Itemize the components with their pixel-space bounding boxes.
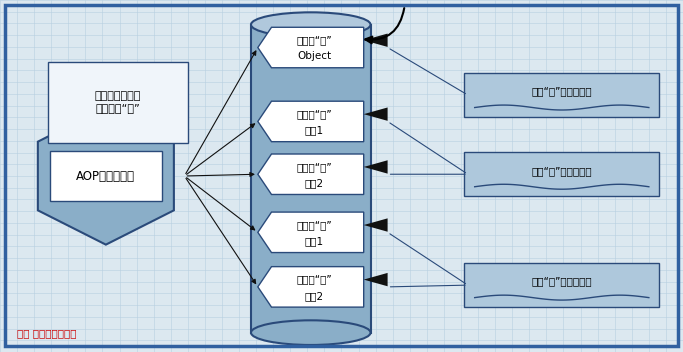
Text: 属批1: 属批1 (305, 125, 324, 136)
Polygon shape (38, 107, 174, 245)
Text: 属性的“面”: 属性的“面” (296, 109, 332, 119)
Text: 行为1: 行为1 (305, 236, 324, 246)
FancyBboxPatch shape (464, 263, 659, 307)
Text: 行为“面”的特殊约定: 行为“面”的特殊约定 (531, 277, 592, 287)
Ellipse shape (251, 320, 370, 345)
Text: 属性“面”的特殊约定: 属性“面”的特殊约定 (531, 166, 592, 176)
Bar (251, 25, 370, 333)
Text: 对象“面”的特殊约定: 对象“面”的特殊约定 (531, 87, 592, 96)
Text: Object: Object (297, 51, 331, 62)
Polygon shape (363, 273, 388, 286)
FancyBboxPatch shape (464, 73, 659, 117)
Text: 属性的“面”: 属性的“面” (296, 162, 332, 172)
Text: AOP核心管理器: AOP核心管理器 (76, 170, 135, 182)
Text: 行为2: 行为2 (305, 291, 324, 301)
Polygon shape (258, 212, 363, 253)
Text: 行为的“面”: 行为的“面” (296, 275, 332, 285)
Polygon shape (363, 218, 388, 232)
Text: 行为的“面”: 行为的“面” (296, 220, 332, 230)
Polygon shape (363, 107, 388, 121)
FancyBboxPatch shape (48, 62, 188, 143)
Polygon shape (363, 160, 388, 174)
Text: 在运行时动态切
换对象的“面”: 在运行时动态切 换对象的“面” (95, 91, 141, 113)
Text: 属批2: 属批2 (305, 178, 324, 188)
Text: 对象的“面”: 对象的“面” (296, 35, 332, 45)
Polygon shape (258, 154, 363, 194)
FancyBboxPatch shape (464, 152, 659, 196)
Polygon shape (363, 33, 388, 47)
Ellipse shape (251, 12, 370, 37)
Polygon shape (258, 267, 363, 307)
Polygon shape (258, 27, 363, 68)
FancyBboxPatch shape (49, 151, 162, 201)
Text: 南京 王清培版权所有: 南京 王清培版权所有 (17, 328, 76, 338)
Polygon shape (258, 101, 363, 142)
